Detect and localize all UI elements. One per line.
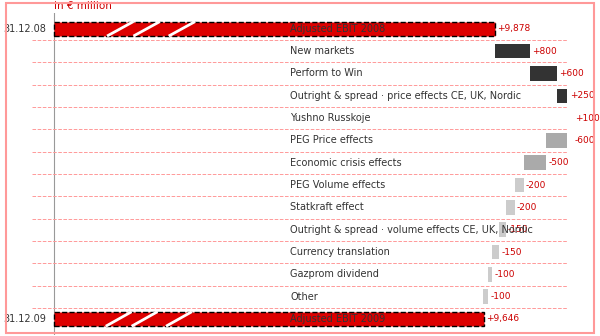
FancyBboxPatch shape	[54, 22, 494, 36]
Text: +800: +800	[533, 47, 557, 56]
Text: Yushno Russkoje: Yushno Russkoje	[290, 113, 371, 123]
Text: -100: -100	[494, 270, 515, 279]
Text: -150: -150	[508, 225, 529, 234]
Text: in € million: in € million	[54, 1, 112, 11]
Text: Economic crisis effects: Economic crisis effects	[290, 158, 402, 168]
FancyBboxPatch shape	[494, 44, 530, 58]
Text: -200: -200	[526, 180, 546, 190]
Text: Adjusted EBIT 2008: Adjusted EBIT 2008	[290, 24, 386, 34]
Text: Other: Other	[290, 292, 318, 302]
Text: 31.12.09: 31.12.09	[3, 314, 46, 324]
Text: +100: +100	[575, 114, 599, 123]
FancyBboxPatch shape	[524, 156, 546, 170]
Text: Perform to Win: Perform to Win	[290, 69, 363, 78]
FancyBboxPatch shape	[530, 66, 557, 81]
Text: +9,878: +9,878	[497, 24, 530, 33]
FancyBboxPatch shape	[546, 133, 572, 148]
Text: -600: -600	[575, 136, 595, 145]
FancyBboxPatch shape	[506, 200, 515, 215]
Text: 31.12.08: 31.12.08	[3, 24, 46, 34]
Text: Outright & spread · volume effects CE, UK, Nordic: Outright & spread · volume effects CE, U…	[290, 225, 533, 235]
FancyBboxPatch shape	[499, 222, 506, 237]
Text: +600: +600	[559, 69, 584, 78]
FancyBboxPatch shape	[484, 289, 488, 304]
Text: +250: +250	[571, 91, 595, 100]
Text: Statkraft effect: Statkraft effect	[290, 202, 364, 212]
Text: -150: -150	[502, 248, 522, 256]
Text: Outright & spread · price effects CE, UK, Nordic: Outright & spread · price effects CE, UK…	[290, 91, 521, 101]
Text: -500: -500	[548, 158, 569, 167]
Text: Adjusted EBIT 2009: Adjusted EBIT 2009	[290, 314, 386, 324]
FancyBboxPatch shape	[568, 111, 572, 125]
Text: New markets: New markets	[290, 46, 355, 56]
FancyBboxPatch shape	[557, 88, 568, 103]
FancyBboxPatch shape	[488, 267, 493, 282]
FancyBboxPatch shape	[54, 312, 484, 326]
Text: -200: -200	[517, 203, 538, 212]
Text: Currency translation: Currency translation	[290, 247, 391, 257]
FancyBboxPatch shape	[493, 245, 499, 259]
Text: Gazprom dividend: Gazprom dividend	[290, 269, 379, 279]
Text: +9,646: +9,646	[487, 314, 520, 324]
Text: PEG Price effects: PEG Price effects	[290, 135, 373, 145]
FancyBboxPatch shape	[515, 178, 524, 192]
Text: -100: -100	[490, 292, 511, 301]
Text: PEG Volume effects: PEG Volume effects	[290, 180, 386, 190]
